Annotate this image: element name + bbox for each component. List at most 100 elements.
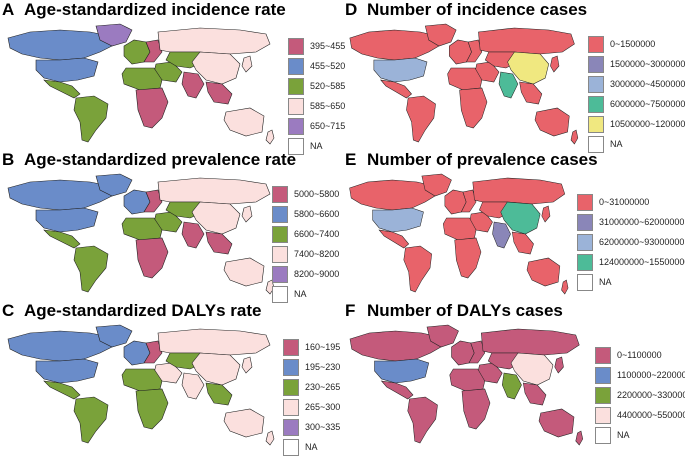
legend-label: 195~230 (305, 362, 341, 372)
panel-letter: C (2, 301, 15, 320)
region-se-asia (205, 81, 233, 105)
region-africa-s (135, 87, 169, 129)
region-mexico (43, 79, 81, 99)
legend: 0~1500000 1500000~3000000 3000000~4500000 6… (588, 34, 685, 154)
legend-label: 62000000~93000000 (599, 237, 685, 247)
legend-swatch (283, 398, 299, 416)
legend-item: 6600~7400 (272, 224, 339, 244)
legend-swatch (588, 55, 604, 73)
legend-swatch (288, 117, 304, 135)
legend-item: 124000000~155000000 (577, 252, 685, 272)
region-mexico (43, 229, 81, 249)
legend-label: 520~585 (310, 81, 346, 91)
region-australia (526, 257, 561, 287)
legend-item: 3000000~4500000 (588, 74, 685, 94)
legend-swatch (288, 37, 304, 55)
world-map (349, 23, 579, 145)
legend-swatch (588, 135, 604, 153)
region-usa (374, 358, 430, 384)
legend-item: 230~265 (283, 377, 340, 397)
legend-label: NA (599, 277, 612, 287)
legend-item: 2200000~3300000 (595, 385, 685, 405)
legend-label: NA (310, 141, 323, 151)
region-japan (241, 356, 253, 374)
legend-item: 4400000~5500000 (595, 405, 685, 425)
legend-item: 265~300 (283, 397, 340, 417)
legend-swatch (283, 338, 299, 356)
panel-b: B Age-standardized prevalence rate 5000~… (0, 150, 342, 303)
legend-swatch (272, 185, 288, 203)
region-africa-n (447, 67, 483, 91)
panel-letter: D (345, 0, 358, 19)
legend: 0~1100000 1100000~2200000 2200000~3300000 4… (595, 345, 685, 445)
legend-label: NA (305, 442, 318, 452)
legend-label: 8200~9000 (294, 269, 340, 279)
panel-letter: F (345, 301, 356, 320)
legend-swatch (288, 77, 304, 95)
region-africa-n (121, 217, 163, 241)
legend-label: 31000000~62000000 (599, 217, 685, 227)
region-se-asia (205, 382, 233, 406)
legend-item: NA (595, 425, 685, 445)
region-russia (157, 177, 271, 205)
region-usa (35, 207, 99, 233)
legend-label: 650~715 (310, 121, 346, 131)
region-europe-e (465, 39, 483, 63)
panel-title: Age-standardized DALYs rate (24, 301, 262, 320)
legend-swatch (595, 406, 611, 424)
region-nz (570, 129, 579, 145)
legend-item: 585~650 (288, 96, 345, 116)
legend-label: 160~195 (305, 342, 341, 352)
legend-swatch (588, 95, 604, 113)
panel-title: Age-standardized prevalence rate (24, 150, 297, 169)
legend-swatch (288, 137, 304, 155)
region-africa-s (135, 237, 169, 279)
region-india (181, 71, 205, 99)
legend-swatch (577, 253, 593, 271)
region-greenland (426, 324, 459, 348)
legend-label: 265~300 (305, 402, 341, 412)
legend-item: 1500000~3000000 (588, 54, 685, 74)
legend-swatch (272, 205, 288, 223)
region-south-america (73, 95, 109, 143)
panel-title: Number of incidence cases (367, 0, 588, 19)
panel-title: Number of prevalence cases (367, 150, 598, 169)
region-south-america (406, 95, 436, 143)
region-india (498, 71, 519, 99)
legend-swatch (283, 418, 299, 436)
region-africa-s (459, 87, 488, 129)
region-india (492, 221, 511, 249)
region-na-north (7, 330, 113, 362)
panel-c: C Age-standardized DALYs rate 160~195 195… (0, 301, 342, 456)
region-nz (265, 430, 275, 446)
legend-swatch (577, 213, 593, 231)
legend-item: 5000~5800 (272, 184, 339, 204)
panel-letter: B (2, 150, 15, 169)
legend-label: 0~1500000 (610, 39, 656, 49)
region-australia (534, 107, 570, 137)
legend-item: 160~195 (283, 337, 340, 357)
region-europe-e (460, 189, 477, 213)
legend-item: NA (588, 134, 685, 154)
legend-swatch (588, 75, 604, 93)
legend-swatch (577, 233, 593, 251)
legend-swatch (283, 378, 299, 396)
world-map (7, 173, 275, 295)
legend-swatch (595, 346, 611, 364)
legend-label: NA (294, 289, 307, 299)
region-europe-e (143, 189, 163, 213)
legend: 0~31000000 31000000~62000000 62000000~9300… (577, 192, 685, 292)
legend-swatch (283, 438, 299, 456)
region-greenland (95, 324, 133, 348)
legend-swatch (595, 366, 611, 384)
legend-label: 0~1100000 (617, 350, 662, 360)
legend-label: 4400000~5500000 (617, 410, 685, 420)
legend: 5000~5800 5800~6600 6600~7400 7400~8200 8200… (272, 184, 339, 304)
region-south-america (73, 245, 109, 293)
legend-swatch (288, 97, 304, 115)
region-mexico (380, 79, 412, 99)
legend-item: 31000000~62000000 (577, 212, 685, 232)
legend-swatch (283, 358, 299, 376)
region-na-north (349, 330, 442, 362)
